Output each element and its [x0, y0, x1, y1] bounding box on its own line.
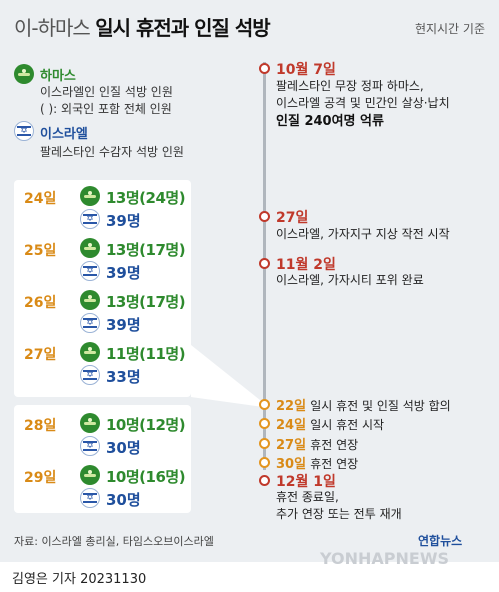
page-title: 이-하마스 일시 휴전과 인질 석방: [14, 12, 271, 41]
timeline-text: 일시 휴전 시작: [310, 418, 385, 432]
hamas-icon: [80, 238, 100, 258]
timeline-dot: [259, 475, 270, 486]
legend-hamas-desc1: 이스라엘인 인질 석방 인원: [40, 85, 173, 99]
timeline-text-highlight: 인질 240여명 억류: [276, 114, 384, 129]
hamas-release-count: 10명(12명): [106, 416, 186, 434]
timeline-date: 27일: [276, 210, 309, 226]
timeline-date: 11월 2일: [276, 257, 336, 273]
israel-release-count: 39명: [106, 316, 141, 334]
timeline-text: 휴전 종료일,: [276, 490, 339, 504]
hamas-release-count: 10명(16명): [106, 468, 186, 486]
release-day: 25일: [24, 243, 57, 259]
israel-flag-icon: [80, 488, 100, 508]
legend-hamas: 하마스: [14, 64, 76, 88]
israel-release-count: 39명: [106, 212, 141, 230]
israel-flag-icon: [80, 261, 100, 281]
hamas-icon: [80, 186, 100, 206]
timeline-dot: [259, 438, 270, 449]
legend-israel: 이스라엘: [14, 121, 88, 145]
timezone-note: 현지시간 기준: [414, 22, 485, 36]
hamas-icon: [80, 342, 100, 362]
hamas-icon: [80, 413, 100, 433]
timeline-dot: [259, 63, 270, 74]
legend-hamas-label: 하마스: [40, 69, 76, 84]
release-day: 27일: [24, 347, 57, 363]
timeline-text: 휴전 연장: [310, 438, 359, 452]
hamas-release-count: 13명(17명): [106, 293, 186, 311]
title-bold: 일시 휴전과 인질 석방: [95, 16, 270, 40]
israel-flag-icon: [80, 313, 100, 333]
hamas-icon: [80, 465, 100, 485]
israel-flag-icon: [14, 121, 34, 141]
byline: 김영은 기자 20231130: [12, 572, 147, 587]
timeline-date: 27일: [276, 438, 307, 453]
release-day: 29일: [24, 470, 57, 486]
timeline-text: 이스라엘, 가자시티 포위 완료: [276, 273, 424, 287]
israel-flag-icon: [80, 365, 100, 385]
legend-hamas-desc2: ( ): 외국인 포함 전체 인원: [40, 102, 172, 116]
timeline-text: 일시 휴전 및 인질 석방 합의: [310, 399, 451, 413]
timeline-event: 24일 일시 휴전 시작: [276, 414, 384, 433]
release-panel-extension: 28일 10명(12명) 30명 29일 10명(16명) 30명: [14, 405, 191, 513]
timeline-dot: [259, 399, 270, 410]
timeline-date: 10월 7일: [276, 62, 336, 78]
timeline-event: 27일 휴전 연장: [276, 434, 358, 453]
infographic-canvas: 이-하마스 일시 휴전과 인질 석방 현지시간 기준 하마스 이스라엘인 인질 …: [0, 0, 499, 562]
hamas-icon: [80, 290, 100, 310]
timeline-text: 이스라엘, 가자지구 지상 작전 시작: [276, 227, 450, 241]
hamas-release-count: 13명(17명): [106, 241, 186, 259]
legend-israel-desc1: 팔레스타인 수감자 석방 인원: [40, 145, 184, 159]
timeline-event: 30일 휴전 연장: [276, 453, 358, 472]
source-note: 자료: 이스라엘 총리실, 타임스오브이스라엘: [14, 535, 214, 548]
title-light: 이-하마스: [14, 16, 91, 40]
timeline-dot: [259, 457, 270, 468]
israel-flag-icon: [80, 209, 100, 229]
timeline-date: 24일: [276, 418, 307, 433]
hamas-release-count: 13명(24명): [106, 189, 186, 207]
legend-israel-label: 이스라엘: [40, 127, 88, 142]
israel-release-count: 33명: [106, 368, 141, 386]
release-day: 26일: [24, 295, 57, 311]
hamas-icon: [14, 64, 34, 84]
timeline-date: 22일: [276, 399, 307, 414]
israel-release-count: 39명: [106, 264, 141, 282]
release-day: 24일: [24, 191, 57, 207]
timeline-text: 이스라엘 공격 및 민간인 살상·납치: [276, 96, 450, 110]
watermark: YONHAPNEWS: [320, 549, 449, 568]
release-entry: 29일 10명(16명) 30명: [20, 463, 190, 509]
timeline-dot: [259, 418, 270, 429]
timeline-date: 30일: [276, 457, 307, 472]
timeline-event: 22일 일시 휴전 및 인질 석방 합의: [276, 395, 451, 414]
timeline-dot: [259, 258, 270, 269]
release-panel-first: 24일 13명(24명) 39명 25일 13명(17명) 39명 26일 13…: [14, 180, 191, 397]
release-entry: 24일 13명(24명) 39명: [20, 184, 190, 230]
israel-release-count: 30명: [106, 439, 141, 457]
timeline-date: 12월 1일: [276, 474, 336, 490]
yonhap-logo: 연합뉴스: [418, 534, 463, 548]
timeline-text: 팔레스타인 무장 정파 하마스,: [276, 79, 424, 93]
israel-release-count: 30명: [106, 491, 141, 509]
timeline-dot: [259, 211, 270, 222]
release-entry: 25일 13명(17명) 39명: [20, 236, 190, 282]
israel-flag-icon: [80, 436, 100, 456]
timeline-text: 휴전 연장: [310, 457, 359, 471]
timeline-text: 추가 연장 또는 전투 재개: [276, 507, 402, 521]
release-day: 28일: [24, 418, 57, 434]
release-entry: 28일 10명(12명) 30명: [20, 411, 190, 457]
release-entry: 26일 13명(17명) 39명: [20, 288, 190, 334]
hamas-release-count: 11명(11명): [106, 345, 186, 363]
connector-shape: [191, 345, 270, 408]
release-entry: 27일 11명(11명) 33명: [20, 340, 190, 386]
